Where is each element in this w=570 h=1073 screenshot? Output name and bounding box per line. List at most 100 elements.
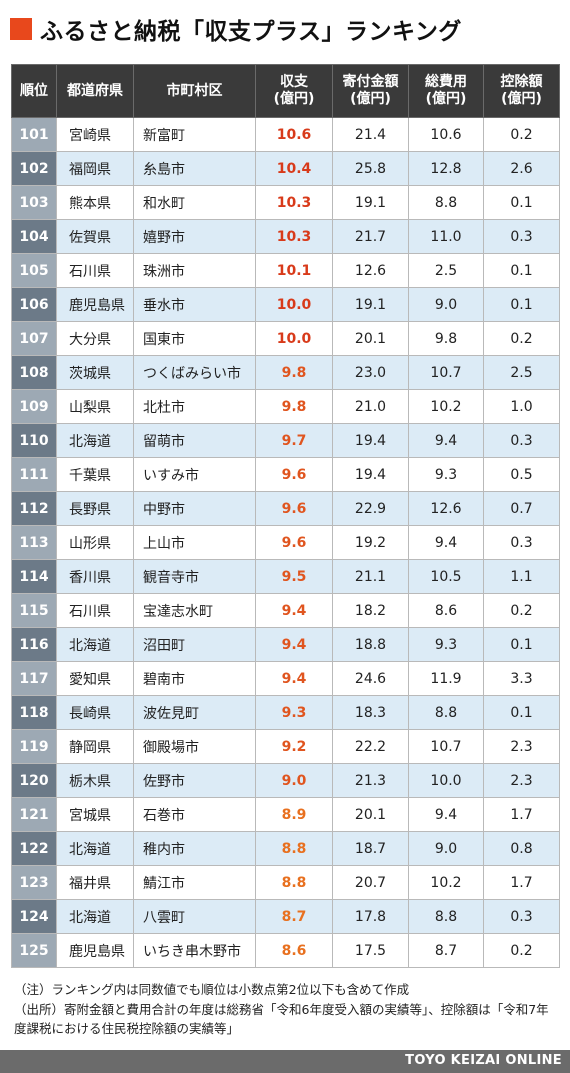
net-balance-cell: 9.8 [255,355,333,390]
page-title: ふるさと納税「収支プラス」ランキング [10,14,462,45]
donation-cell: 20.1 [332,321,409,356]
donation-cell: 23.0 [332,355,409,390]
donation-cell: 21.1 [332,559,409,594]
prefecture-cell: 北海道 [56,831,134,866]
donation-cell: 19.2 [332,525,409,560]
rank-cell: 125 [11,933,57,968]
net-balance-cell: 9.4 [255,593,333,628]
donation-cell: 20.1 [332,797,409,832]
table-row: 108 茨城県 つくばみらい市 9.8 23.0 10.7 2.5 [11,355,560,390]
prefecture-cell: 千葉県 [56,457,134,492]
deduction-cell: 0.1 [483,695,560,730]
net-balance-cell: 9.6 [255,457,333,492]
municipality-cell: 糸島市 [133,151,256,186]
deduction-cell: 0.3 [483,899,560,934]
deduction-cell: 1.7 [483,865,560,900]
total-cost-cell: 9.4 [408,423,484,458]
rank-cell: 119 [11,729,57,764]
prefecture-cell: 石川県 [56,593,134,628]
net-balance-cell: 9.5 [255,559,333,594]
table-row: 104 佐賀県 嬉野市 10.3 21.7 11.0 0.3 [11,219,560,254]
municipality-cell: 珠洲市 [133,253,256,288]
table-row: 122 北海道 稚内市 8.8 18.7 9.0 0.8 [11,831,560,866]
total-cost-cell: 9.0 [408,831,484,866]
total-cost-cell: 8.7 [408,933,484,968]
total-cost-cell: 12.8 [408,151,484,186]
deduction-cell: 0.3 [483,525,560,560]
net-balance-cell: 9.0 [255,763,333,798]
rank-cell: 104 [11,219,57,254]
table-row: 107 大分県 国東市 10.0 20.1 9.8 0.2 [11,321,560,356]
table-row: 120 栃木県 佐野市 9.0 21.3 10.0 2.3 [11,763,560,798]
table-header-row: 順位 都道府県 市町村区 収支 (億円) 寄付金額 (億円) 総費用 (億円) 控除額… [11,64,560,118]
deduction-cell: 0.1 [483,627,560,662]
donation-cell: 18.7 [332,831,409,866]
table-row: 118 長崎県 波佐見町 9.3 18.3 8.8 0.1 [11,695,560,730]
prefecture-cell: 宮城県 [56,797,134,832]
table-row: 115 石川県 宝達志水町 9.4 18.2 8.6 0.2 [11,593,560,628]
rank-cell: 123 [11,865,57,900]
deduction-cell: 0.2 [483,933,560,968]
net-balance-cell: 10.0 [255,287,333,322]
prefecture-cell: 栃木県 [56,763,134,798]
prefecture-cell: 長崎県 [56,695,134,730]
total-cost-cell: 10.6 [408,117,484,152]
total-cost-cell: 9.4 [408,797,484,832]
net-balance-cell: 9.4 [255,661,333,696]
header-rank: 順位 [11,64,57,118]
table-row: 124 北海道 八雲町 8.7 17.8 8.8 0.3 [11,899,560,934]
net-balance-cell: 9.7 [255,423,333,458]
donation-cell: 17.5 [332,933,409,968]
rank-cell: 115 [11,593,57,628]
table-row: 105 石川県 珠洲市 10.1 12.6 2.5 0.1 [11,253,560,288]
prefecture-cell: 静岡県 [56,729,134,764]
net-balance-cell: 10.0 [255,321,333,356]
footer-brand: TOYO KEIZAI ONLINE [405,1053,562,1068]
municipality-cell: 嬉野市 [133,219,256,254]
rank-cell: 113 [11,525,57,560]
rank-cell: 110 [11,423,57,458]
header-prefecture: 都道府県 [56,64,134,118]
deduction-cell: 2.6 [483,151,560,186]
municipality-cell: 波佐見町 [133,695,256,730]
total-cost-cell: 10.2 [408,389,484,424]
header-net-balance: 収支 (億円) [255,64,333,118]
donation-cell: 21.7 [332,219,409,254]
rank-cell: 124 [11,899,57,934]
rank-cell: 117 [11,661,57,696]
donation-cell: 24.6 [332,661,409,696]
deduction-cell: 1.0 [483,389,560,424]
table-row: 110 北海道 留萌市 9.7 19.4 9.4 0.3 [11,423,560,458]
prefecture-cell: 石川県 [56,253,134,288]
table-row: 116 北海道 沼田町 9.4 18.8 9.3 0.1 [11,627,560,662]
table-row: 109 山梨県 北杜市 9.8 21.0 10.2 1.0 [11,389,560,424]
table-row: 123 福井県 鯖江市 8.8 20.7 10.2 1.7 [11,865,560,900]
total-cost-cell: 10.0 [408,763,484,798]
municipality-cell: 稚内市 [133,831,256,866]
net-balance-cell: 10.1 [255,253,333,288]
prefecture-cell: 鹿児島県 [56,287,134,322]
deduction-cell: 0.2 [483,321,560,356]
total-cost-cell: 9.3 [408,457,484,492]
table-row: 102 福岡県 糸島市 10.4 25.8 12.8 2.6 [11,151,560,186]
table-row: 125 鹿児島県 いちき串木野市 8.6 17.5 8.7 0.2 [11,933,560,968]
municipality-cell: いちき串木野市 [133,933,256,968]
rank-cell: 122 [11,831,57,866]
prefecture-cell: 福岡県 [56,151,134,186]
prefecture-cell: 大分県 [56,321,134,356]
donation-cell: 17.8 [332,899,409,934]
deduction-cell: 0.2 [483,593,560,628]
rank-cell: 102 [11,151,57,186]
municipality-cell: 中野市 [133,491,256,526]
total-cost-cell: 11.9 [408,661,484,696]
net-balance-cell: 9.6 [255,525,333,560]
header-total-cost: 総費用 (億円) [408,64,484,118]
municipality-cell: つくばみらい市 [133,355,256,390]
table-row: 119 静岡県 御殿場市 9.2 22.2 10.7 2.3 [11,729,560,764]
header-deduction: 控除額 (億円) [483,64,560,118]
municipality-cell: 沼田町 [133,627,256,662]
deduction-cell: 0.1 [483,253,560,288]
donation-cell: 19.4 [332,457,409,492]
total-cost-cell: 10.2 [408,865,484,900]
total-cost-cell: 8.8 [408,899,484,934]
